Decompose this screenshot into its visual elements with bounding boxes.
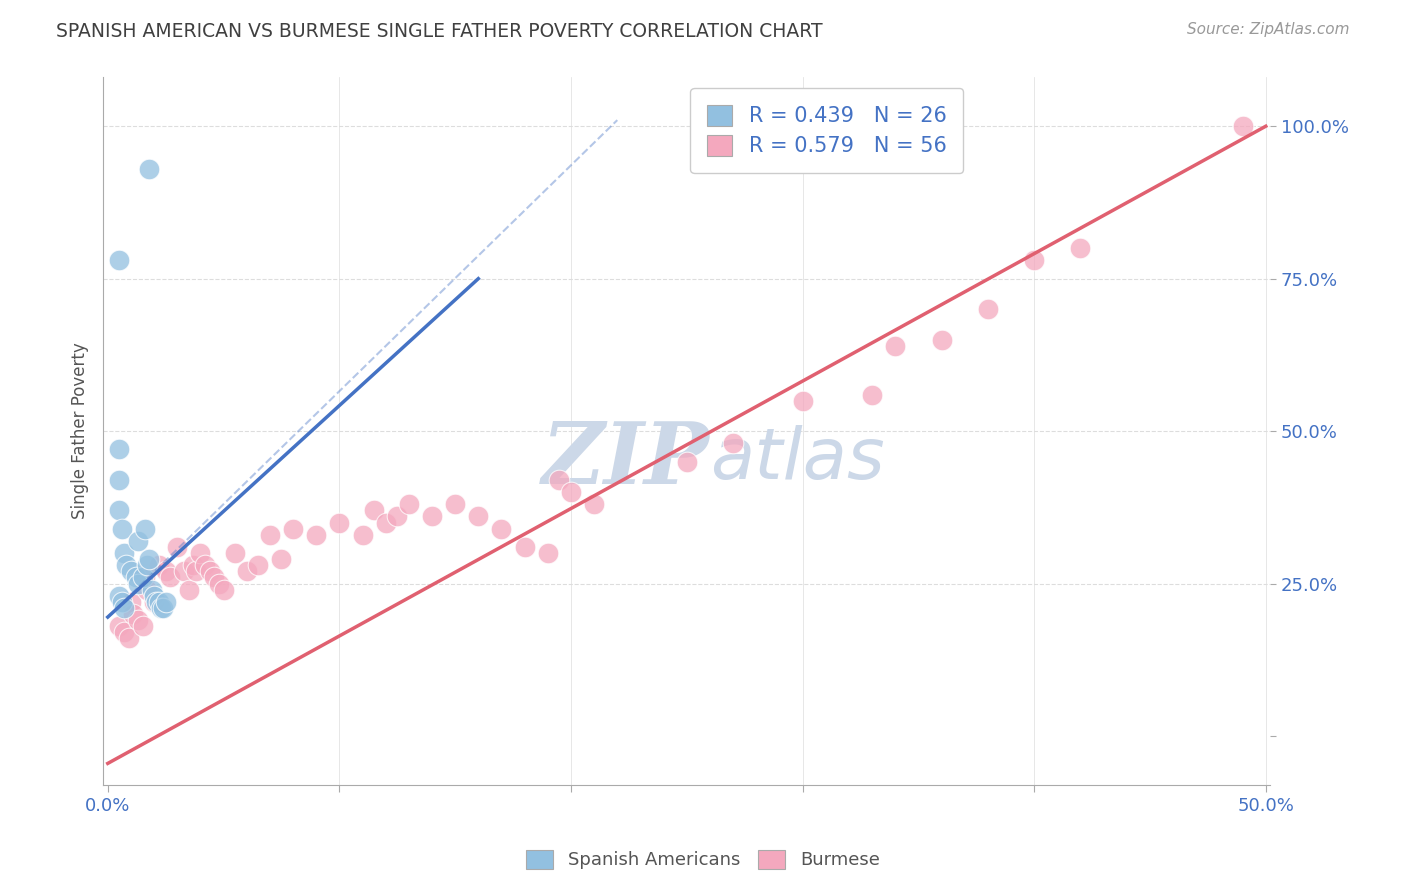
Point [136, 558, 159, 573]
Point [112, 601, 135, 615]
Point [931, 333, 953, 347]
Point [108, 442, 131, 457]
Point [138, 161, 160, 176]
Point [184, 565, 207, 579]
Point [1024, 253, 1046, 268]
Point [977, 302, 1000, 317]
Point [363, 503, 385, 517]
Point [127, 613, 149, 627]
Point [159, 570, 181, 584]
Legend: Spanish Americans, Burmese: Spanish Americans, Burmese [517, 841, 889, 879]
Point [352, 528, 374, 542]
Point [173, 565, 195, 579]
Point [202, 570, 225, 584]
Point [270, 552, 292, 566]
Point [224, 546, 246, 560]
Point [548, 473, 571, 487]
Point [108, 503, 131, 517]
Point [675, 454, 697, 468]
Point [120, 595, 142, 609]
Point [152, 601, 174, 615]
Point [124, 570, 146, 584]
Point [136, 582, 159, 597]
Point [183, 558, 205, 573]
Point [177, 582, 200, 597]
Point [560, 485, 582, 500]
Point [721, 436, 744, 450]
Point [444, 497, 467, 511]
Point [108, 619, 131, 633]
Point [117, 632, 139, 646]
Point [247, 558, 270, 573]
Point [398, 497, 420, 511]
Point [131, 619, 153, 633]
Point [141, 582, 163, 597]
Text: ZIP: ZIP [543, 417, 710, 501]
Point [108, 589, 131, 603]
Point [884, 339, 907, 353]
Point [281, 522, 304, 536]
Point [148, 558, 170, 573]
Point [387, 509, 409, 524]
Point [1232, 120, 1254, 134]
Point [138, 552, 160, 566]
Legend: R = 0.439   N = 26, R = 0.579   N = 56: R = 0.439 N = 26, R = 0.579 N = 56 [690, 87, 963, 173]
Point [190, 546, 212, 560]
Point [259, 528, 281, 542]
Point [120, 565, 142, 579]
Point [235, 565, 257, 579]
Point [155, 595, 177, 609]
Point [131, 570, 153, 584]
Point [212, 582, 235, 597]
Point [112, 546, 135, 560]
Point [143, 595, 166, 609]
Text: SPANISH AMERICAN VS BURMESE SINGLE FATHER POVERTY CORRELATION CHART: SPANISH AMERICAN VS BURMESE SINGLE FATHE… [56, 22, 823, 41]
Point [194, 558, 217, 573]
Point [127, 533, 149, 548]
Point [143, 589, 166, 603]
Y-axis label: Single Father Poverty: Single Father Poverty [72, 343, 89, 519]
Point [374, 516, 396, 530]
Point [491, 522, 513, 536]
Point [111, 522, 134, 536]
Point [583, 497, 606, 511]
Point [537, 546, 560, 560]
Point [1069, 241, 1091, 255]
Point [155, 565, 177, 579]
Point [166, 540, 188, 554]
Point [108, 253, 131, 268]
Point [108, 473, 131, 487]
Point [115, 558, 138, 573]
Text: atlas: atlas [710, 425, 884, 494]
Point [112, 625, 135, 640]
Point [792, 393, 814, 408]
Point [145, 595, 167, 609]
Point [148, 595, 170, 609]
Point [328, 516, 350, 530]
Text: Source: ZipAtlas.com: Source: ZipAtlas.com [1187, 22, 1350, 37]
Point [127, 576, 149, 591]
Point [305, 528, 328, 542]
Point [860, 387, 883, 401]
Point [134, 570, 156, 584]
Point [208, 576, 231, 591]
Point [467, 509, 489, 524]
Point [134, 522, 156, 536]
Point [198, 565, 221, 579]
Point [420, 509, 443, 524]
Point [150, 601, 173, 615]
Point [122, 607, 145, 621]
Point [111, 595, 134, 609]
Point [513, 540, 536, 554]
